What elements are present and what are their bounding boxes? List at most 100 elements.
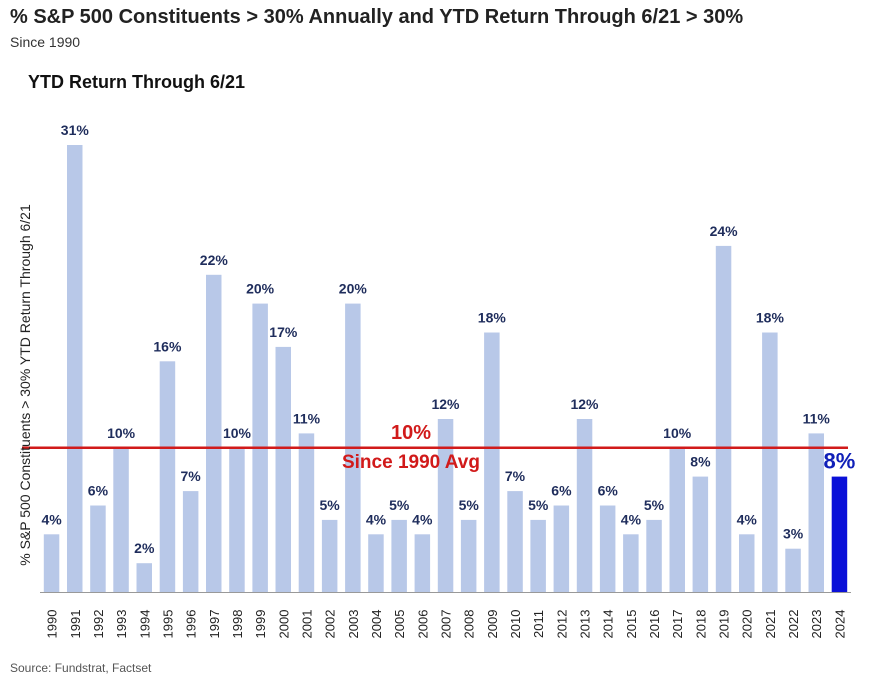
x-tick-2022: 2022 — [786, 610, 801, 639]
bar-2008 — [460, 519, 477, 592]
bar-2023 — [808, 433, 824, 592]
bar-2009 — [484, 332, 500, 592]
x-tick-1997: 1997 — [207, 610, 222, 639]
x-tick-1996: 1996 — [184, 610, 199, 639]
bar-2007 — [437, 419, 454, 592]
value-label-1999: 20% — [246, 281, 275, 297]
value-label-2023: 11% — [803, 410, 831, 426]
x-tick-1990: 1990 — [45, 610, 60, 639]
chart-title: % S&P 500 Constituents > 30% Annually an… — [10, 6, 744, 28]
bar-2022 — [785, 548, 801, 592]
bar-2002 — [321, 519, 338, 592]
x-tick-labels-group: 1990 1991 1992 1993 1994 1995 1996 1997 1998 1999… — [45, 610, 848, 639]
value-label-2024: 8% — [824, 449, 856, 474]
value-labels-group: 4%31%6%10%2%16%7%22%10%20%17%11%5%20%4%5… — [41, 122, 855, 556]
value-label-2018: 8% — [690, 454, 711, 470]
value-label-2022: 3% — [783, 526, 804, 542]
value-label-1993: 10% — [107, 425, 136, 441]
value-label-2006: 4% — [412, 511, 433, 527]
bar-2021 — [762, 332, 778, 592]
x-tick-2021: 2021 — [763, 610, 778, 639]
bar-1997 — [206, 274, 222, 592]
value-label-2001: 11% — [293, 410, 321, 426]
x-tick-1998: 1998 — [230, 610, 245, 639]
bar-2004 — [368, 534, 384, 592]
value-label-2000: 17% — [269, 324, 298, 340]
bar-1996 — [182, 491, 199, 592]
value-label-2003: 20% — [339, 281, 368, 297]
x-tick-2023: 2023 — [809, 610, 824, 639]
bar-2011 — [530, 519, 546, 592]
bar-1990 — [43, 534, 60, 592]
x-tick-2011: 2011 — [531, 610, 546, 638]
value-label-2005: 5% — [389, 497, 410, 513]
x-tick-2000: 2000 — [276, 610, 291, 639]
value-label-2013: 12% — [570, 396, 599, 412]
bar-2016 — [646, 519, 662, 592]
x-tick-2001: 2001 — [300, 610, 315, 639]
x-tick-2007: 2007 — [439, 610, 454, 639]
bar-chart: 4%31%6%10%2%16%7%22%10%20%17%11%5%20%4%5… — [17, 122, 855, 639]
x-tick-2006: 2006 — [415, 610, 430, 639]
x-tick-2017: 2017 — [670, 610, 685, 639]
bar-1994 — [136, 563, 152, 592]
bar-2001 — [298, 433, 315, 592]
value-label-1991: 31% — [61, 122, 90, 138]
value-label-2008: 5% — [459, 497, 480, 513]
x-tick-1992: 1992 — [91, 610, 106, 639]
x-tick-2002: 2002 — [323, 610, 338, 639]
x-tick-1999: 1999 — [253, 610, 268, 639]
x-tick-2010: 2010 — [508, 610, 523, 639]
chart-heading: YTD Return Through 6/21 — [28, 72, 246, 92]
value-label-2012: 6% — [551, 483, 572, 499]
x-tick-2008: 2008 — [462, 610, 477, 639]
bar-2010 — [507, 491, 523, 592]
value-label-2020: 4% — [737, 511, 758, 527]
value-label-2014: 6% — [598, 483, 619, 499]
value-label-1996: 7% — [180, 468, 201, 484]
bar-2015 — [623, 534, 639, 592]
x-tick-2012: 2012 — [554, 610, 569, 639]
x-tick-2019: 2019 — [717, 610, 732, 639]
x-tick-2020: 2020 — [740, 610, 755, 639]
bar-2013 — [576, 419, 593, 592]
bar-2017 — [669, 447, 685, 592]
value-label-1990: 4% — [41, 511, 62, 527]
average-value-label: 10% — [391, 422, 431, 444]
bar-1992 — [90, 505, 106, 592]
bar-2006 — [414, 534, 431, 592]
bar-1991 — [67, 145, 83, 592]
value-label-2002: 5% — [319, 497, 340, 513]
bars-group — [43, 145, 848, 592]
x-tick-2015: 2015 — [624, 610, 639, 639]
source-note: Source: Fundstrat, Factset — [10, 661, 152, 675]
value-label-2004: 4% — [366, 511, 387, 527]
x-tick-2014: 2014 — [601, 610, 616, 639]
value-label-2019: 24% — [710, 223, 739, 239]
value-label-2007: 12% — [431, 396, 460, 412]
bar-2012 — [553, 505, 570, 592]
bar-2018 — [692, 476, 709, 592]
x-tick-2013: 2013 — [578, 610, 593, 639]
bar-2014 — [599, 505, 616, 592]
value-label-2016: 5% — [644, 497, 665, 513]
value-label-2015: 4% — [621, 511, 642, 527]
x-tick-1993: 1993 — [114, 610, 129, 639]
value-label-1992: 6% — [88, 483, 109, 499]
x-tick-1994: 1994 — [137, 610, 152, 639]
x-tick-2005: 2005 — [392, 610, 407, 639]
bar-2024 — [831, 476, 848, 592]
bar-1993 — [113, 447, 129, 592]
value-label-1994: 2% — [134, 540, 155, 556]
bar-2020 — [739, 534, 755, 592]
x-tick-1995: 1995 — [160, 610, 175, 639]
x-tick-2018: 2018 — [693, 610, 708, 639]
value-label-2017: 10% — [663, 425, 692, 441]
y-axis-label: % S&P 500 Constituents > 30% YTD Return … — [17, 204, 33, 566]
x-tick-2009: 2009 — [485, 610, 500, 639]
value-label-1995: 16% — [153, 338, 182, 354]
bar-1995 — [159, 361, 176, 592]
average-text-label: Since 1990 Avg — [342, 452, 480, 473]
bar-2019 — [715, 245, 732, 592]
value-label-2021: 18% — [756, 310, 785, 326]
